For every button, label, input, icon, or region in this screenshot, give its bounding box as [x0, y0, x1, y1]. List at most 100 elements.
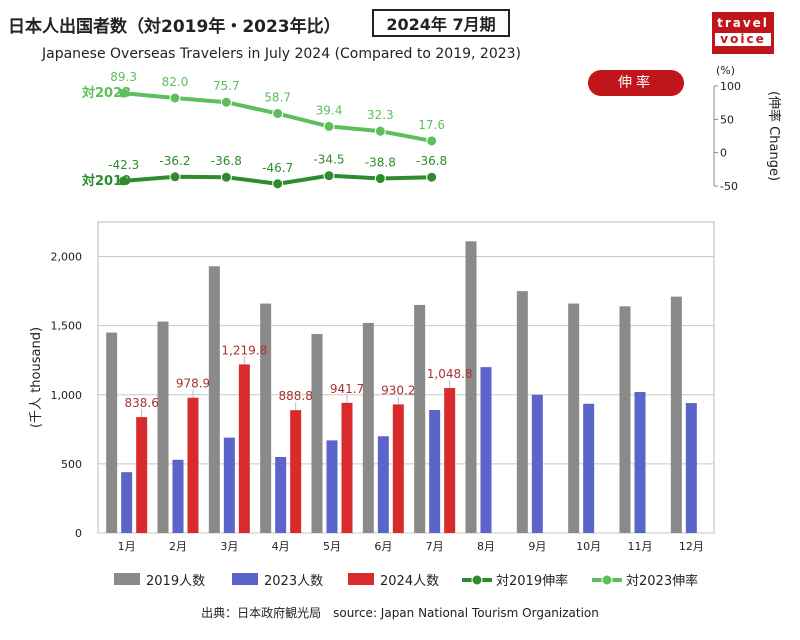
bar-2019人数-4月	[260, 303, 272, 533]
bar-2024人数-1月	[136, 417, 148, 533]
legend: 2019人数 2023人数 2024人数 対2019伸率 対2023伸率	[114, 573, 698, 589]
legend-label: 対2023伸率	[626, 573, 698, 589]
legend-marker	[471, 574, 483, 586]
series-2019-data-label: -34.5	[313, 153, 344, 167]
bar-2024-data-label: 930.2	[381, 383, 415, 397]
legend-swatch	[348, 573, 374, 585]
line-chart-panel: 100 50 0 -50 (%) (伸率 Change) 89.3 82.0 75.7 58.7 3…	[81, 64, 782, 193]
series-2023-data-label: 82.0	[162, 75, 189, 89]
bar-2024-data-label: 888.8	[278, 389, 312, 403]
series-2023-name-label: 対2023	[81, 85, 131, 101]
legend-label: 2019人数	[146, 574, 205, 589]
series-2023-point	[220, 96, 232, 108]
line-y-tick-label: -50	[720, 180, 738, 193]
series-2019-point	[323, 170, 335, 182]
series-2019-point	[374, 173, 386, 185]
legend-marker	[601, 574, 613, 586]
bar-2019人数-1月	[106, 332, 118, 533]
bar-2024人数-6月	[392, 404, 404, 533]
bar-y-tick-label: 0	[75, 527, 82, 540]
bar-2023人数-12月	[685, 403, 697, 533]
series-2019-point	[169, 171, 181, 183]
bar-x-tick-label: 12月	[679, 540, 704, 553]
series-2023-data-label: 39.4	[316, 103, 343, 117]
series-2019-data-label: -46.7	[262, 161, 293, 175]
series-2019-point	[426, 171, 438, 183]
bar-y-axis-label: (千人 thousand)	[29, 327, 44, 428]
series-2023-point	[118, 87, 130, 99]
bar-x-tick-label: 1月	[118, 540, 136, 553]
bar-2023人数-10月	[583, 403, 595, 533]
bar-x-tick-label: 4月	[272, 540, 290, 553]
logo-word-voice: voice	[715, 33, 771, 46]
series-2019-name-label: 対2019	[81, 173, 131, 189]
chart-subtitle: Japanese Overseas Travelers in July 2024…	[42, 46, 522, 62]
bar-2019人数-9月	[516, 291, 528, 533]
bar-2023人数-11月	[634, 392, 646, 533]
series-2023-data-label: 58.7	[264, 91, 291, 105]
series-2023-data-label: 32.3	[367, 108, 394, 122]
bar-chart-panel: 0 500 1,000 1,500 2,000 (千人 thousand) 838.6 978…	[29, 221, 715, 553]
bar-2023人数-4月	[275, 456, 287, 533]
bar-y-tick-label: 500	[61, 458, 82, 471]
line-y-axis-label: (伸率 Change)	[766, 91, 782, 181]
bar-2023人数-8月	[480, 367, 492, 533]
bar-2024-data-label: 1,219.8	[221, 343, 267, 357]
rate-badge: 伸率	[588, 70, 684, 96]
legend-swatch	[114, 573, 140, 585]
legend-label: 2023人数	[264, 574, 323, 589]
bar-2019人数-2月	[157, 321, 169, 533]
line-y-tick-label: 100	[720, 80, 741, 93]
bar-2024-data-label: 838.6	[124, 396, 158, 410]
bar-2024-data-label: 978.9	[176, 377, 210, 391]
series-2019-data-label: -42.3	[108, 158, 139, 172]
bar-x-tick-label: 9月	[528, 540, 546, 553]
series-2023-point	[272, 108, 284, 120]
line-y-tick-label: 0	[720, 147, 727, 160]
bar-y-tick-label: 1,500	[51, 320, 83, 333]
legend-label: 対2019伸率	[496, 573, 568, 589]
bar-x-tick-label: 11月	[628, 540, 653, 553]
bar-x-tick-label: 2月	[169, 540, 187, 553]
bar-2019人数-5月	[311, 333, 323, 533]
series-2019-point	[272, 178, 284, 190]
bar-2019人数-8月	[465, 241, 477, 533]
bar-2023人数-2月	[172, 459, 184, 533]
bar-2024人数-7月	[444, 388, 456, 533]
series-2019-data-label: -36.8	[211, 154, 242, 168]
bar-2019人数-3月	[208, 266, 220, 533]
bar-2023人数-3月	[223, 437, 235, 533]
series-2023-data-label: 17.6	[418, 118, 445, 132]
bar-2024人数-4月	[290, 410, 302, 533]
series-2019-point	[118, 175, 130, 187]
bar-2024人数-3月	[238, 364, 250, 533]
bar-2019人数-10月	[568, 303, 580, 533]
series-2023-point	[169, 92, 181, 104]
bar-2024-data-label: 1,048.8	[427, 367, 473, 381]
series-2019-data-label: -36.8	[416, 154, 447, 168]
bar-2019人数-11月	[619, 306, 631, 533]
bar-y-tick-label: 2,000	[51, 251, 83, 264]
bar-2023人数-9月	[531, 394, 543, 533]
legend-swatch	[232, 573, 258, 585]
bar-2024人数-2月	[187, 397, 199, 533]
bar-x-tick-label: 7月	[426, 540, 444, 553]
line-y-unit: (%)	[716, 64, 735, 77]
bar-2024-data-label: 941.7	[330, 382, 364, 396]
series-2019-data-label: -36.2	[159, 154, 190, 168]
bar-2023人数-6月	[377, 436, 389, 533]
bar-x-tick-label: 10月	[576, 540, 601, 553]
series-2023-point	[426, 135, 438, 147]
travelvoice-logo: travel voice	[712, 12, 774, 54]
logo-word-travel: travel	[717, 16, 769, 30]
source-note: 出典：日本政府観光局 source: Japan National Touris…	[201, 606, 599, 620]
period-box: 2024年 7月期	[372, 9, 510, 37]
bar-x-tick-label: 5月	[323, 540, 341, 553]
series-2019-point	[220, 171, 232, 183]
bar-2019人数-6月	[362, 322, 374, 533]
series-2023-data-label: 89.3	[110, 70, 137, 84]
bar-2023人数-5月	[326, 440, 338, 533]
bar-x-tick-label: 8月	[477, 540, 495, 553]
bar-x-tick-label: 6月	[374, 540, 392, 553]
